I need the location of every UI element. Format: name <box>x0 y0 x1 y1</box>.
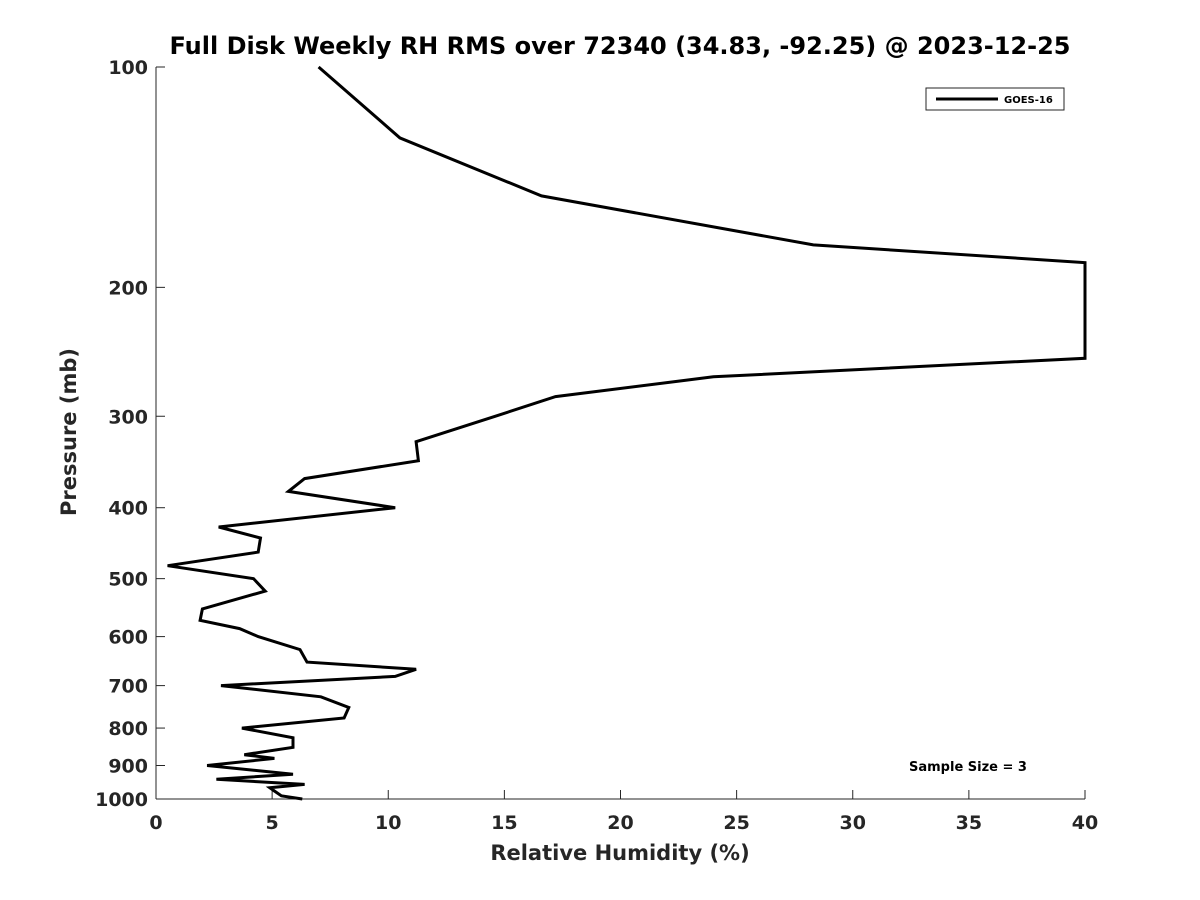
series-lines <box>167 65 1087 801</box>
y-ticks: 100 200 300 400 500 600 700 800 900 1000 <box>95 57 165 811</box>
x-tick-label: 15 <box>491 812 517 834</box>
y-tick-label: 500 <box>108 569 148 591</box>
x-tick-label: 25 <box>723 812 749 834</box>
y-tick-label: 100 <box>108 57 148 79</box>
legend: GOES-16 <box>925 87 1065 111</box>
chart-title: Full Disk Weekly RH RMS over 72340 (34.8… <box>169 32 1070 60</box>
x-ticks: 0 5 10 15 20 25 30 35 40 <box>149 790 1098 834</box>
y-tick-label: 400 <box>108 498 148 520</box>
x-tick-label: 5 <box>266 812 279 834</box>
y-tick-label: 800 <box>108 718 148 740</box>
x-tick-label: 10 <box>375 812 401 834</box>
y-axis-label: Pressure (mb) <box>57 348 81 516</box>
sample-size-annotation: Sample Size = 3 <box>909 760 1027 775</box>
x-tick-label: 35 <box>956 812 982 834</box>
y-tick-label: 900 <box>108 756 148 778</box>
y-tick-label: 1000 <box>95 789 148 811</box>
x-tick-label: 0 <box>149 812 162 834</box>
y-tick-label: 200 <box>108 277 148 299</box>
x-tick-label: 40 <box>1072 812 1098 834</box>
x-tick-label: 20 <box>607 812 633 834</box>
y-tick-label: 300 <box>108 406 148 428</box>
x-tick-label: 30 <box>840 812 866 834</box>
x-axis-label: Relative Humidity (%) <box>490 841 749 865</box>
legend-label: GOES-16 <box>1004 95 1053 106</box>
series-line <box>167 65 1087 801</box>
y-tick-label: 600 <box>108 627 148 649</box>
y-tick-label: 700 <box>108 676 148 698</box>
plot-area: 0 5 10 15 20 25 30 35 40 100 200 300 400 500 600 700 80… <box>95 57 1098 834</box>
